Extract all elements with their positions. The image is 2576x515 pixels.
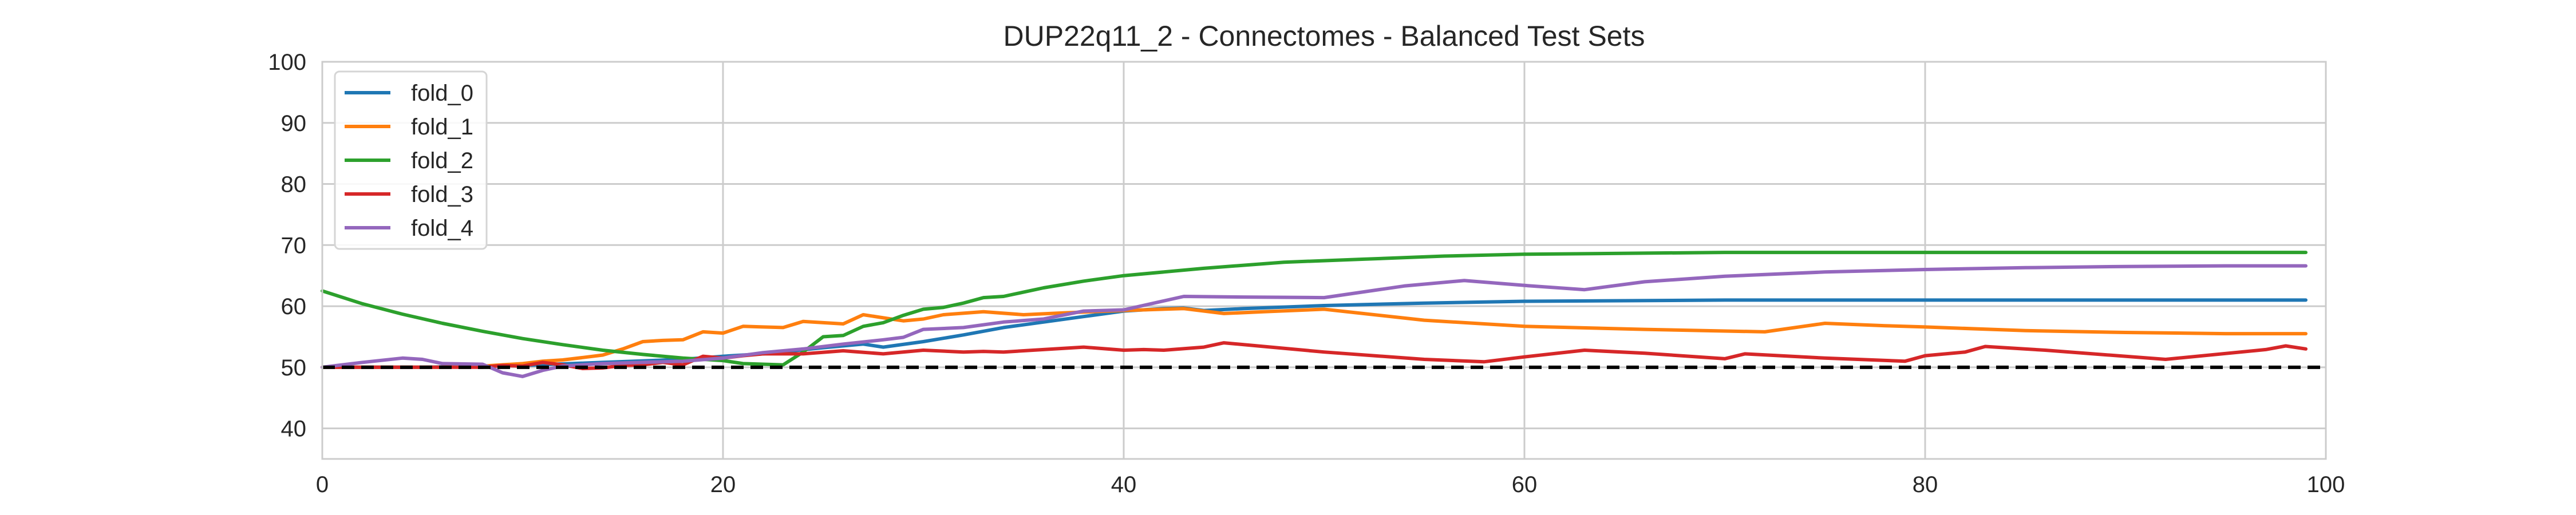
x-axis-ticks: 0 20 40 60 80 100	[316, 472, 2345, 497]
y-tick-label: 100	[268, 50, 306, 75]
y-tick-label: 50	[281, 355, 307, 381]
legend-box	[334, 70, 488, 250]
y-tick-label: 40	[281, 417, 307, 442]
legend-label-fold_4: fold_4	[411, 216, 473, 241]
legend-label-fold_3: fold_3	[411, 182, 473, 207]
series-layer	[321, 251, 2308, 378]
x-tick-label: 0	[316, 472, 329, 497]
x-tick-label: 60	[1512, 472, 1538, 497]
y-tick-label: 90	[281, 111, 307, 136]
x-tick-label: 80	[1913, 472, 1938, 497]
series-line-fold_1	[321, 307, 2308, 369]
x-tick-label: 100	[2307, 472, 2345, 497]
legend: fold_0 fold_1 fold_2 fold_3 fold_4	[334, 70, 488, 250]
plot-frame	[321, 61, 2327, 460]
chart-title: DUP22q11_2 - Connectomes - Balanced Test…	[1003, 20, 1645, 52]
y-tick-label: 60	[281, 294, 307, 319]
y-axis-ticks: 40 50 60 70 80 90 100	[268, 50, 306, 442]
x-tick-label: 40	[1111, 472, 1137, 497]
y-tick-label: 70	[281, 233, 307, 258]
series-line-fold_4	[321, 264, 2308, 378]
legend-label-fold_1: fold_1	[411, 114, 473, 140]
legend-label-fold_0: fold_0	[411, 81, 473, 106]
series-line-fold_2	[321, 251, 2308, 367]
x-tick-label: 20	[710, 472, 736, 497]
y-tick-label: 80	[281, 172, 307, 197]
legend-label-fold_2: fold_2	[411, 148, 473, 173]
